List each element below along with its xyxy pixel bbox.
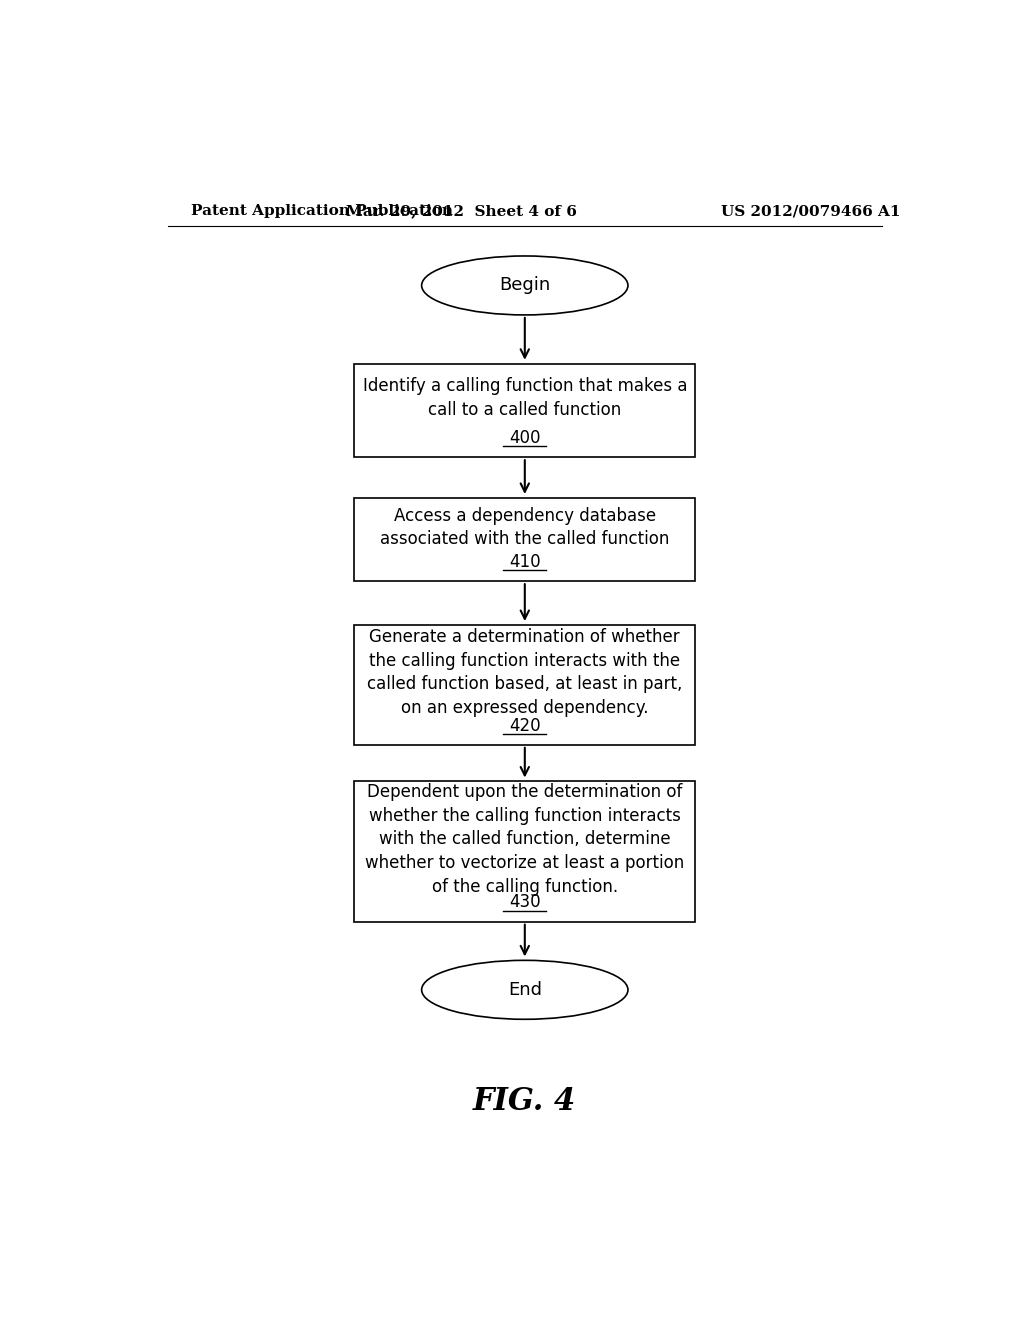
Text: Identify a calling function that makes a
call to a called function: Identify a calling function that makes a… (362, 378, 687, 418)
Text: FIG. 4: FIG. 4 (473, 1086, 577, 1117)
Bar (354, 781, 695, 921)
Text: 430: 430 (509, 894, 541, 911)
Bar (354, 624, 695, 744)
Bar (354, 364, 695, 457)
Text: Patent Application Publication: Patent Application Publication (191, 205, 454, 218)
Text: Access a dependency database
associated with the called function: Access a dependency database associated … (380, 507, 670, 548)
Text: 420: 420 (509, 717, 541, 734)
Text: End: End (508, 981, 542, 999)
Text: Generate a determination of whether
the calling function interacts with the
call: Generate a determination of whether the … (368, 628, 682, 717)
Ellipse shape (422, 961, 628, 1019)
Text: Begin: Begin (499, 276, 551, 294)
Text: 410: 410 (509, 553, 541, 572)
Ellipse shape (422, 256, 628, 315)
Text: Mar. 29, 2012  Sheet 4 of 6: Mar. 29, 2012 Sheet 4 of 6 (346, 205, 577, 218)
Text: US 2012/0079466 A1: US 2012/0079466 A1 (721, 205, 900, 218)
Text: Dependent upon the determination of
whether the calling function interacts
with : Dependent upon the determination of whet… (366, 783, 684, 895)
Bar (354, 498, 695, 581)
Text: 400: 400 (509, 429, 541, 447)
